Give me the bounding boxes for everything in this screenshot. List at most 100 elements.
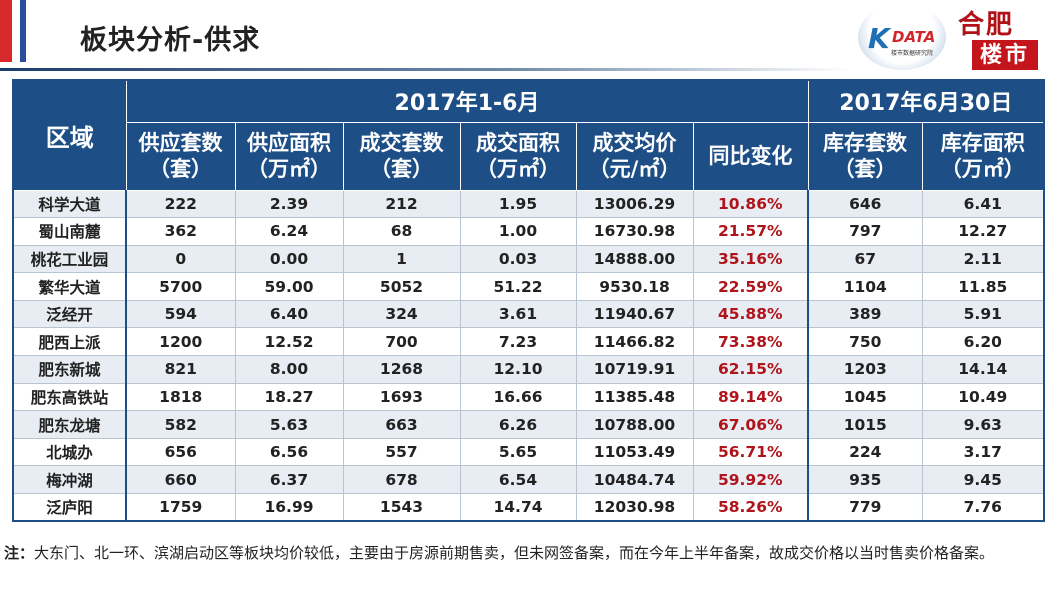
table-cell: 1104 [807, 272, 923, 301]
table-cell: 7.23 [459, 327, 577, 357]
table-cell: 13006.29 [575, 189, 694, 219]
table-cell: 16.99 [234, 493, 344, 522]
table-cell: 12.10 [459, 355, 577, 384]
region-cell: 繁华大道 [12, 272, 127, 301]
table-cell: 6.41 [921, 189, 1045, 219]
region-cell: 肥东高铁站 [12, 382, 127, 412]
hefei-loushi-logo: 合肥 楼市 [956, 2, 1048, 72]
table-cell: 1045 [807, 382, 923, 412]
column-header-line1: 同比变化 [708, 144, 793, 168]
table-cell: 10719.91 [575, 355, 694, 384]
table-row: 肥东高铁站 1818 18.27 1693 16.66 11385.48 89.14% 104… [12, 382, 1045, 412]
table-cell: 212 [342, 189, 461, 219]
footnote-label: 注： [4, 544, 35, 562]
column-header: 供应面积 （万㎡） [234, 121, 344, 191]
flag-stripe-blue [20, 0, 26, 62]
table-cell: 59.00 [234, 272, 344, 301]
yoy-change-cell: 73.38% [692, 327, 809, 357]
table-cell: 1015 [807, 410, 923, 439]
column-header-unit: （套） [370, 157, 433, 181]
table-cell: 8.00 [234, 355, 344, 384]
table-cell: 11053.49 [575, 437, 694, 467]
table-cell: 9.45 [921, 465, 1045, 495]
column-header-line1: 成交套数 [359, 131, 444, 155]
footnote: 注：大东门、北一环、滨湖启动区等板块均价较低，主要由于房源前期售卖，但未网签备案… [4, 542, 1049, 564]
table-row: 泛经开 594 6.40 324 3.61 11940.67 45.88% 389 5.91 [12, 299, 1045, 329]
table-cell: 1200 [125, 327, 236, 357]
table-cell: 0.03 [459, 244, 577, 274]
table-cell: 10484.74 [575, 465, 694, 495]
table-cell: 5.63 [234, 410, 344, 439]
table-cell: 5700 [125, 272, 236, 301]
flag-stripe-white [14, 0, 18, 62]
table-cell: 750 [807, 327, 923, 357]
table-row: 科学大道 222 2.39 212 1.95 13006.29 10.86% 646 6.41 [12, 189, 1045, 219]
table-row: 泛庐阳 1759 16.99 1543 14.74 12030.98 58.26% 779 7.… [12, 493, 1045, 522]
table-cell: 663 [342, 410, 461, 439]
table-cell: 12.52 [234, 327, 344, 357]
table-cell: 6.24 [234, 217, 344, 246]
column-header-line1: 供应面积 [247, 131, 331, 155]
table-cell: 5.65 [459, 437, 577, 467]
table-cell: 1543 [342, 493, 461, 522]
table-cell: 14.14 [921, 355, 1045, 384]
yoy-change-cell: 62.15% [692, 355, 809, 384]
region-cell: 肥西上派 [12, 327, 127, 357]
column-header-line1: 供应套数 [138, 131, 223, 155]
kdata-brand: DATA [892, 28, 936, 46]
table-cell: 324 [342, 299, 461, 329]
region-cell: 梅冲湖 [12, 465, 127, 495]
yoy-change-cell: 67.06% [692, 410, 809, 439]
table-cell: 779 [807, 493, 923, 522]
table-cell: 9530.18 [575, 272, 694, 301]
table-cell: 10788.00 [575, 410, 694, 439]
table-cell: 6.20 [921, 327, 1045, 357]
table-cell: 67 [807, 244, 923, 274]
flag-stripe-red [0, 0, 12, 62]
table-cell: 3.61 [459, 299, 577, 329]
yoy-change-cell: 56.71% [692, 437, 809, 467]
table-row: 肥东龙塘 582 5.63 663 6.26 10788.00 67.06% 1015 9.63 [12, 410, 1045, 439]
table-cell: 3.17 [921, 437, 1045, 467]
yoy-change-cell: 21.57% [692, 217, 809, 246]
column-header-unit: （万㎡） [476, 157, 560, 181]
table-cell: 0 [125, 244, 236, 274]
table-row: 繁华大道 5700 59.00 5052 51.22 9530.18 22.59% 1104 1… [12, 272, 1045, 301]
column-header-unit: （套） [833, 157, 897, 181]
table-cell: 935 [807, 465, 923, 495]
column-header: 供应套数 （套） [125, 121, 236, 191]
column-header-unit: （万㎡） [247, 157, 331, 181]
table-row: 梅冲湖 660 6.37 678 6.54 10484.74 59.92% 935 9.45 [12, 465, 1045, 495]
table-cell: 10.49 [921, 382, 1045, 412]
region-cell: 蜀山南麓 [12, 217, 127, 246]
table-cell: 646 [807, 189, 923, 219]
yoy-change-cell: 58.26% [692, 493, 809, 522]
table-cell: 12.27 [921, 217, 1045, 246]
column-header-unit: （元/㎡） [588, 157, 681, 181]
table-cell: 5.91 [921, 299, 1045, 329]
column-header-unit: （万㎡） [940, 157, 1025, 181]
table-cell: 11466.82 [575, 327, 694, 357]
kdata-logo-ring [858, 4, 946, 70]
yoy-change-cell: 89.14% [692, 382, 809, 412]
table-cell: 797 [807, 217, 923, 246]
table-cell: 660 [125, 465, 236, 495]
table-cell: 11385.48 [575, 382, 694, 412]
column-header: 成交套数 （套） [342, 121, 461, 191]
table-cell: 51.22 [459, 272, 577, 301]
table-cell: 582 [125, 410, 236, 439]
table-cell: 594 [125, 299, 236, 329]
hefei-logo-bottom: 楼市 [972, 40, 1038, 70]
table-cell: 14888.00 [575, 244, 694, 274]
column-header: 库存套数 （套） [807, 121, 923, 191]
table-cell: 1268 [342, 355, 461, 384]
table-cell: 1203 [807, 355, 923, 384]
table-cell: 11.85 [921, 272, 1045, 301]
table-cell: 12030.98 [575, 493, 694, 522]
table-cell: 224 [807, 437, 923, 467]
period-header-date: 2017年6月30日 [807, 79, 1045, 123]
table-cell: 2.11 [921, 244, 1045, 274]
table-cell: 1.95 [459, 189, 577, 219]
table-cell: 557 [342, 437, 461, 467]
kdata-k-icon: K [868, 22, 890, 55]
